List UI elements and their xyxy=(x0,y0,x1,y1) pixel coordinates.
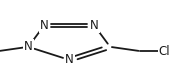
Text: N: N xyxy=(65,53,73,66)
Text: N: N xyxy=(39,19,48,32)
Text: N: N xyxy=(24,40,33,53)
Text: Cl: Cl xyxy=(159,45,171,58)
Text: N: N xyxy=(90,19,99,32)
